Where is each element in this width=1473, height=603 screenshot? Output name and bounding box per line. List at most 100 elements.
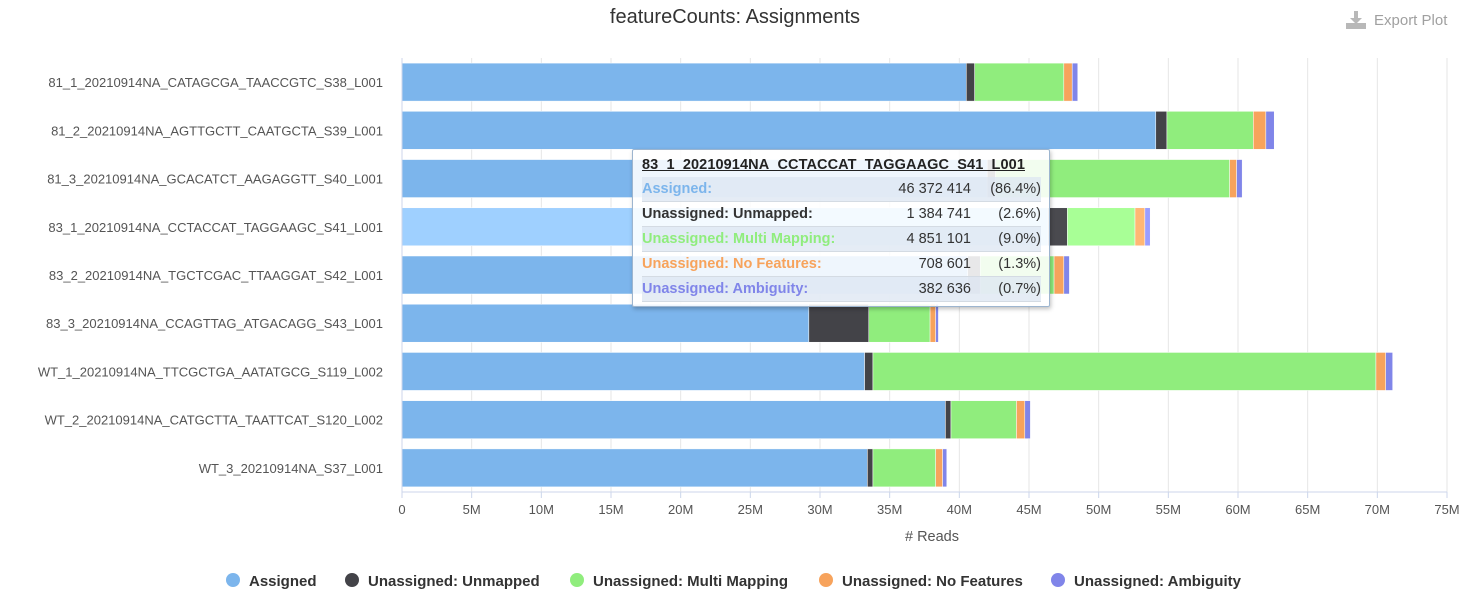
x-tick-label: 75M: [1434, 502, 1459, 517]
x-tick-label: 0: [398, 502, 405, 517]
bar-unassigned-no-features: [1016, 400, 1026, 439]
bar-tooltip: 83_1_20210914NA_CCTACCAT_TAGGAAGC_S41_L0…: [632, 149, 1050, 307]
y-axis-labels: 81_1_20210914NA_CATAGCGA_TAACCGTC_S38_L0…: [38, 75, 383, 476]
tooltip-series-name: Unassigned: Unmapped:: [642, 206, 813, 222]
y-category-label: 83_1_20210914NA_CCTACCAT_TAGGAAGC_S41_L0…: [48, 220, 383, 235]
tooltip-value: 1 384 741: [906, 206, 971, 222]
legend-label: Unassigned: Unmapped: [368, 573, 540, 590]
chart-title: featureCounts: Assignments: [610, 6, 860, 28]
bar-unassigned-ambiguity: [1024, 400, 1031, 439]
bar-unassigned-unmapped: [864, 352, 874, 391]
bar-assigned: [401, 352, 865, 391]
tooltip-value: 46 372 414: [878, 177, 985, 202]
bar-unassigned-unmapped: [966, 62, 975, 102]
y-category-label: WT_1_20210914NA_TTCGCTGA_AATATGCG_S119_L…: [38, 364, 383, 379]
tooltip-percent: (2.6%): [998, 206, 1041, 222]
tooltip-percent: (9.0%): [985, 226, 1041, 252]
y-category-label: 83_3_20210914NA_CCAGTTAG_ATGACAGG_S43_L0…: [46, 316, 383, 331]
tooltip-table: Assigned: 46 372 414 (86.4%) Unassigned: Un…: [642, 177, 1041, 302]
x-tick-label: 55M: [1156, 502, 1181, 517]
tooltip-row: Unassigned: No Features: 708 601 (1.3%): [642, 252, 1041, 277]
x-tick-label: 30M: [807, 502, 832, 517]
x-axis-title: # Reads: [905, 529, 959, 545]
bar-unassigned-multi-mapping: [1067, 207, 1136, 247]
bar-unassigned-unmapped: [1047, 207, 1068, 247]
bar-assigned: [401, 111, 1157, 150]
x-tick-label: 65M: [1295, 502, 1320, 517]
bar-unassigned-unmapped: [945, 400, 952, 439]
legend-marker: [570, 573, 584, 587]
x-tick-label: 70M: [1365, 502, 1390, 517]
tooltip-percent: (86.4%): [985, 177, 1041, 202]
tooltip-value: 4 851 101: [878, 226, 985, 252]
tooltip-row: Unassigned: Ambiguity: 382 636 (0.7%): [642, 276, 1041, 302]
bar-unassigned-multi-mapping: [872, 448, 936, 488]
x-tick-label: 10M: [529, 502, 554, 517]
legend-label: Unassigned: No Features: [842, 573, 1023, 590]
export-plot-label: Export Plot: [1374, 11, 1448, 29]
tooltip-row: Unassigned: Multi Mapping: 4 851 101 (9.0%…: [642, 226, 1041, 252]
bar-unassigned-unmapped: [808, 303, 870, 343]
legend-item[interactable]: Unassigned: Multi Mapping: [570, 573, 788, 590]
legend-label: Unassigned: Multi Mapping: [593, 573, 788, 590]
legend-marker: [345, 573, 359, 587]
bar-unassigned-multi-mapping: [1166, 111, 1254, 150]
bar-unassigned-no-features: [1134, 207, 1146, 247]
legend: Assigned Unassigned: Unmapped Unassigned: …: [226, 573, 1242, 590]
bar-unassigned-no-features: [935, 448, 943, 488]
download-icon: [1346, 11, 1366, 29]
tooltip-row: Assigned: 46 372 414 (86.4%): [642, 177, 1041, 202]
bar-assigned: [401, 62, 967, 102]
x-tick-label: 20M: [668, 502, 693, 517]
legend-item[interactable]: Assigned: [226, 573, 317, 590]
tooltip-value: 708 601: [918, 256, 971, 272]
legend-item[interactable]: Unassigned: No Features: [819, 573, 1023, 590]
bar-unassigned-ambiguity: [1071, 62, 1079, 102]
bar-unassigned-multi-mapping: [872, 352, 1377, 391]
bar-unassigned-multi-mapping: [974, 62, 1065, 102]
bar-unassigned-ambiguity: [942, 448, 948, 488]
y-category-label: 81_1_20210914NA_CATAGCGA_TAACCGTC_S38_L0…: [48, 75, 383, 90]
legend-marker: [226, 573, 240, 587]
x-tick-label: 35M: [877, 502, 902, 517]
y-category-label: 83_2_20210914NA_TGCTCGAC_TTAAGGAT_S42_L0…: [49, 268, 383, 283]
legend-label: Unassigned: Ambiguity: [1074, 573, 1242, 590]
legend-label: Assigned: [249, 573, 317, 590]
bar-assigned: [401, 303, 810, 343]
bar-unassigned-unmapped: [867, 448, 874, 488]
bar-unassigned-ambiguity: [1063, 255, 1070, 295]
tooltip-series-name: Unassigned: Ambiguity:: [642, 276, 879, 302]
bar-unassigned-multi-mapping: [950, 400, 1017, 439]
y-category-label: 81_2_20210914NA_AGTTGCTT_CAATGCTA_S39_L0…: [51, 123, 383, 138]
tooltip-value: 382 636: [878, 276, 985, 302]
x-tick-label: 45M: [1016, 502, 1041, 517]
bar-unassigned-no-features: [1063, 62, 1073, 102]
bar-assigned: [401, 400, 946, 439]
x-tick-label: 15M: [598, 502, 623, 517]
tooltip-series-name: Unassigned: Multi Mapping:: [642, 226, 879, 252]
bar-unassigned-ambiguity: [1236, 159, 1243, 198]
x-tick-label: 40M: [947, 502, 972, 517]
x-tick-label: 50M: [1086, 502, 1111, 517]
bar-assigned: [401, 448, 868, 488]
tooltip-series-name: Unassigned: No Features:: [642, 256, 822, 272]
tooltip-percent: (0.7%): [985, 276, 1041, 302]
legend-item[interactable]: Unassigned: Unmapped: [345, 573, 540, 590]
y-category-label: 81_3_20210914NA_GCACATCT_AAGAGGTT_S40_L0…: [47, 172, 383, 187]
tooltip-title: 83_1_20210914NA_CCTACCAT_TAGGAAGC_S41_L0…: [642, 157, 1025, 173]
x-tick-label: 60M: [1225, 502, 1250, 517]
tooltip-row: Unassigned: Unmapped: 1 384 741 (2.6%): [642, 202, 1041, 227]
legend-marker: [819, 573, 833, 587]
legend-item[interactable]: Unassigned: Ambiguity: [1051, 573, 1242, 590]
bar-unassigned-multi-mapping: [868, 303, 931, 343]
x-tick-label: 25M: [738, 502, 763, 517]
legend-marker: [1051, 573, 1065, 587]
bar-unassigned-no-features: [929, 303, 936, 343]
bar-unassigned-ambiguity: [1385, 352, 1393, 391]
bar-unassigned-no-features: [1053, 255, 1065, 295]
x-axis-ticks: 0 5M 10M 15M 20M 25M 30M 35M 40M 45M 50M 55M 60M 65M 7…: [398, 58, 1460, 517]
y-category-label: WT_2_20210914NA_CATGCTTA_TAATTCAT_S120_L…: [45, 413, 383, 428]
y-category-label: WT_3_20210914NA_S37_L001: [199, 461, 383, 476]
bar-unassigned-no-features: [1375, 352, 1386, 391]
export-plot-button[interactable]: Export Plot: [1346, 11, 1447, 29]
